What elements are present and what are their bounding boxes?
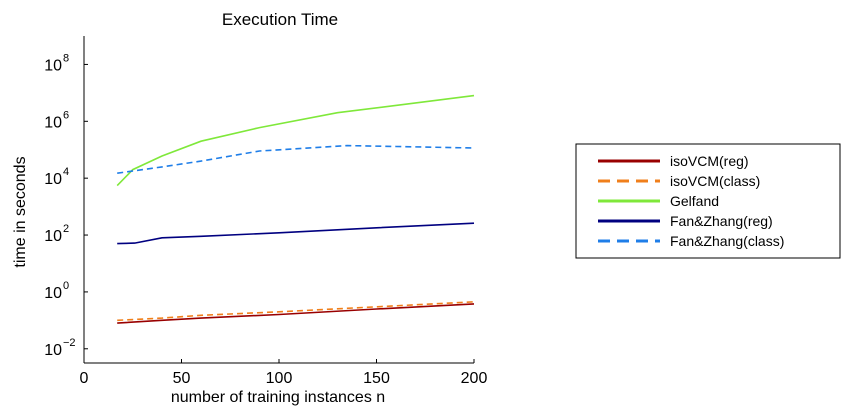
y-tick-exponent: 4: [63, 166, 69, 178]
legend-label: Fan&Zhang(reg): [670, 213, 773, 229]
series-layer: [116, 94, 475, 324]
x-tick-label: 100: [266, 370, 293, 387]
series-line-0: [117, 303, 475, 324]
y-tick-label: 10: [44, 171, 62, 188]
y-tick-exponent: −2: [63, 337, 76, 349]
series-line-4: [117, 144, 475, 174]
y-tick-label: 10: [44, 57, 62, 74]
y-tick-label: 10: [44, 342, 62, 359]
legend-label: Gelfand: [670, 193, 719, 209]
y-tick-exponent: 8: [63, 52, 69, 64]
series-line-2: [116, 94, 475, 187]
x-tick-label: 150: [363, 370, 390, 387]
series-line-3: [117, 222, 475, 245]
y-tick-exponent: 0: [63, 280, 69, 292]
x-tick-label: 50: [173, 370, 191, 387]
y-tick-label: 10: [44, 285, 62, 302]
x-tick-label: 0: [80, 370, 89, 387]
x-axis-label: number of training instances n: [171, 389, 385, 406]
legend-label: isoVCM(reg): [670, 153, 749, 169]
y-tick-label: 10: [44, 114, 62, 131]
x-tick-label: 200: [461, 370, 488, 387]
chart-title: Execution Time: [222, 10, 338, 29]
legend: isoVCM(reg) isoVCM(class) Gelfand Fan&Zhang…: [575, 143, 841, 259]
legend-label: Fan&Zhang(class): [670, 233, 784, 249]
y-tick-exponent: 6: [63, 109, 69, 121]
legend-label: isoVCM(class): [670, 173, 760, 189]
y-tick-exponent: 2: [63, 223, 69, 235]
series-line-1: [117, 301, 475, 322]
y-tick-label: 10: [44, 228, 62, 245]
y-axis-label: time in seconds: [12, 156, 29, 267]
